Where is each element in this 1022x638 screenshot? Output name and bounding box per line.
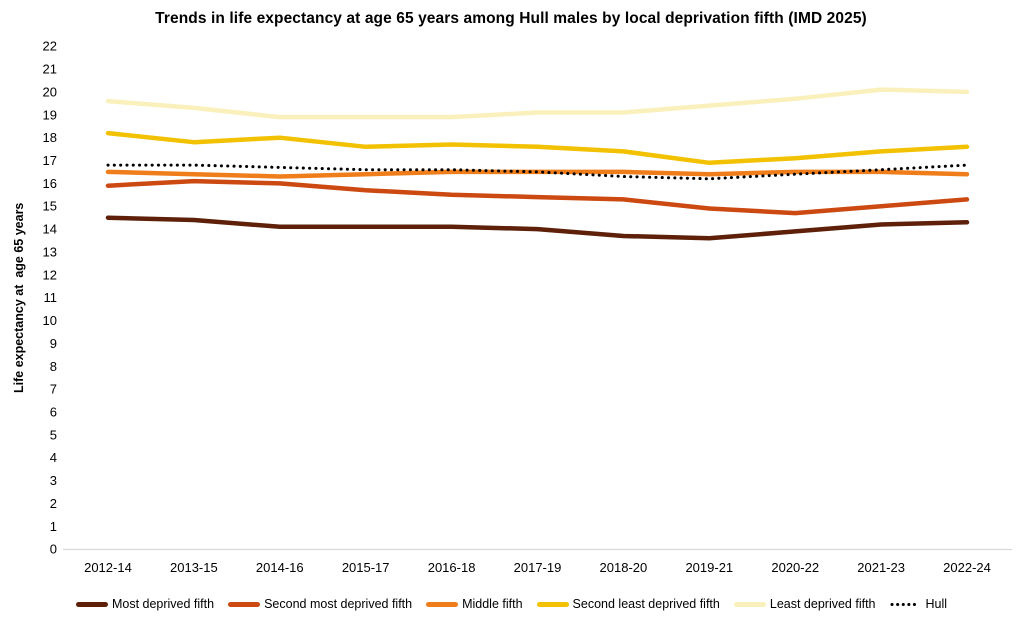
series-line-hull [106,163,969,181]
legend-swatch-solid [536,601,569,607]
legend-item-most-deprived-fifth: Most deprived fifth [75,597,214,611]
x-tick-label: 2012-14 [84,560,132,575]
x-tick-label: 2016-18 [428,560,476,575]
y-tick-label: 5 [50,427,57,442]
legend-label: Second least deprived fifth [572,597,720,611]
y-tick-label: 15 [43,199,57,214]
legend-item-middle-fifth: Middle fifth [425,597,523,611]
y-tick-label: 18 [43,130,57,145]
y-tick-label: 7 [50,382,57,397]
y-tick-label: 22 [43,39,57,54]
y-tick-label: 4 [50,450,57,465]
legend-swatch-solid [75,601,108,607]
y-tick-label: 14 [43,222,57,237]
y-tick-label: 1 [50,519,57,534]
legend-item-second-most-deprived-fifth: Second most deprived fifth [227,597,412,611]
series-line-least-deprived-fifth [105,87,970,120]
y-tick-label: 8 [50,359,57,374]
y-tick-label: 9 [50,336,57,351]
y-tick-label: 16 [43,176,57,191]
y-tick-label: 12 [43,267,57,282]
legend-swatch-solid [228,601,261,607]
x-tick-label: 2022-24 [943,560,991,575]
x-tick-label: 2021-23 [857,560,905,575]
chart-legend: Most deprived fifth Second most deprived … [0,597,1022,611]
x-tick-label: 2013-15 [170,560,218,575]
x-tick-label: 2020-22 [771,560,819,575]
legend-item-second-least-deprived-fifth: Second least deprived fifth [536,597,720,611]
legend-swatch-dotted [890,602,921,606]
legend-swatch-solid [426,601,459,607]
x-tick-label: 2017-19 [514,560,562,575]
legend-label: Second most deprived fifth [264,597,413,611]
y-tick-label: 19 [43,107,57,122]
x-tick-label: 2014-16 [256,560,304,575]
series-line-most-deprived-fifth [105,215,970,241]
x-tick-label: 2015-17 [342,560,390,575]
y-tick-label: 11 [44,290,58,305]
legend-label: Hull [925,597,948,611]
x-tick-label: 2019-21 [685,560,733,575]
y-tick-label: 20 [43,84,57,99]
y-tick-label: 13 [43,244,57,259]
y-tick-label: 17 [43,153,57,168]
y-tick-label: 6 [50,405,57,420]
series-line-second-most-deprived-fifth [105,178,970,216]
y-tick-label: 0 [50,542,57,557]
chart-title: Trends in life expectancy at age 65 year… [155,10,867,27]
x-tick-label: 2018-20 [600,560,648,575]
legend-label: Middle fifth [462,597,523,611]
legend-label: Least deprived fifth [769,597,876,611]
y-tick-label: 3 [50,473,57,488]
y-tick-label: 10 [43,313,57,328]
legend-label: Most deprived fifth [111,597,215,611]
legend-item-hull: Hull [889,597,948,611]
legend-swatch-solid [733,601,766,607]
legend-item-least-deprived-fifth: Least deprived fifth [733,597,876,611]
series-line-second-least-deprived-fifth [105,130,970,166]
y-tick-label: 21 [43,62,57,77]
y-tick-label: 2 [50,496,57,511]
